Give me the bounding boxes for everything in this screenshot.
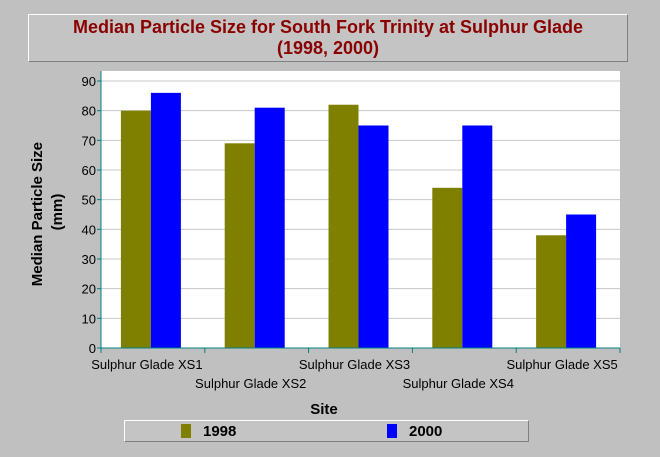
bar-2000-2 [254, 107, 285, 348]
y-tick-label-60: 60 [82, 163, 96, 178]
y-tick-label-80: 80 [82, 104, 96, 119]
legend-label-2000: 2000 [409, 422, 443, 440]
y-axis-label-line-2: (mm) [49, 194, 66, 231]
y-tick-labels: 0 10 20 30 40 50 60 70 80 90 [82, 74, 96, 356]
x-tick-label-1: Sulphur Glade XS1 [91, 357, 202, 372]
y-tick-label-50: 50 [82, 193, 96, 208]
x-tick-label-5: Sulphur Glade XS5 [506, 357, 617, 372]
y-tick-label-70: 70 [82, 133, 96, 148]
bar-1998-1 [120, 110, 151, 349]
bar-1998-2 [224, 143, 255, 348]
bar-2000-3 [358, 125, 389, 348]
y-axis-label-line-1: Median Particle Size [29, 142, 46, 286]
legend-item-1998: 1998 [181, 422, 237, 440]
x-tick-labels: Sulphur Glade XS1 Sulphur Glade XS2 Sulphu… [91, 357, 617, 391]
bar-2000-5 [566, 214, 597, 348]
bar-1998-3 [328, 104, 359, 348]
bar-1998-4 [432, 187, 463, 348]
y-tick-label-30: 30 [82, 252, 96, 267]
legend: 1998 2000 [124, 420, 529, 442]
axes [97, 71, 621, 353]
legend-swatch-1998 [181, 424, 191, 438]
chart-title-box: Median Particle Size for South Fork Trin… [28, 14, 628, 62]
y-tick-label-10: 10 [82, 311, 96, 326]
bars [120, 92, 597, 349]
legend-label-1998: 1998 [203, 422, 237, 440]
x-tick-label-2: Sulphur Glade XS2 [195, 376, 306, 391]
y-tick-label-90: 90 [82, 74, 96, 89]
chart-title: Median Particle Size for South Fork Trin… [72, 17, 584, 58]
y-tick-label-0: 0 [89, 341, 96, 356]
legend-item-2000: 2000 [387, 422, 443, 440]
x-tick-label-3: Sulphur Glade XS3 [299, 357, 410, 372]
bar-2000-4 [462, 125, 493, 348]
bar-2000-1 [150, 92, 181, 348]
legend-swatch-2000 [387, 424, 397, 438]
x-tick-label-4: Sulphur Glade XS4 [403, 376, 514, 391]
bar-1998-5 [536, 235, 567, 348]
y-tick-label-40: 40 [82, 222, 96, 237]
x-axis-label: Site [310, 401, 338, 418]
y-tick-label-20: 20 [82, 282, 96, 297]
y-axis-label: Median Particle Size (mm) [29, 138, 66, 286]
